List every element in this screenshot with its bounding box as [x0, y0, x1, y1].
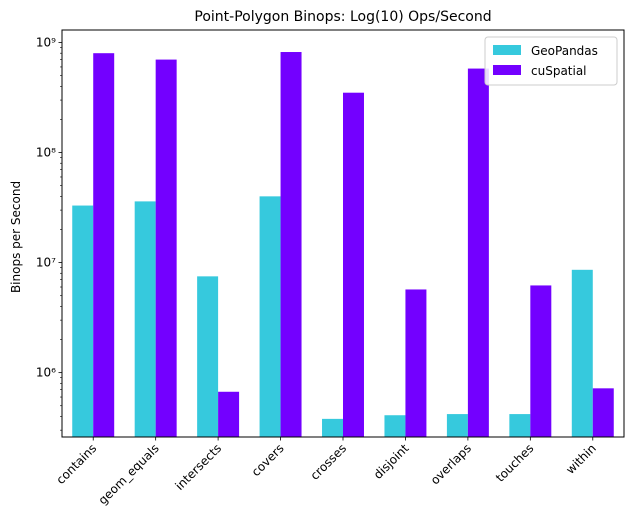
- bar-cuspatial-overlaps: [467, 68, 489, 437]
- legend-label-cuspatial: cuSpatial: [531, 64, 587, 78]
- bar-cuspatial-covers: [280, 52, 302, 438]
- bar-geopandas-crosses: [322, 418, 343, 437]
- legend-label-geopandas: GeoPandas: [531, 44, 598, 58]
- bar-cuspatial-intersects: [218, 391, 240, 437]
- x-tick-label: covers: [249, 441, 287, 479]
- bar-geopandas-within: [571, 269, 593, 437]
- bar-geopandas-disjoint: [384, 415, 406, 437]
- y-tick-label: 10⁹: [36, 36, 56, 50]
- x-tick-label: overlaps: [428, 441, 474, 487]
- bar-cuspatial-disjoint: [405, 289, 427, 437]
- x-tick-label: geom_equals: [96, 441, 162, 507]
- x-tick-label: crosses: [308, 441, 350, 483]
- bar-cuspatial-crosses: [343, 92, 364, 437]
- bar-cuspatial-within: [592, 388, 614, 437]
- x-tick-label: touches: [493, 441, 536, 484]
- chart-title: Point-Polygon Binops: Log(10) Ops/Second: [194, 9, 491, 25]
- bar-geopandas-overlaps: [446, 414, 468, 437]
- y-tick-label: 10⁸: [36, 146, 56, 160]
- bars: [72, 52, 614, 438]
- y-axis-label: Binops per Second: [9, 181, 23, 293]
- bar-geopandas-covers: [259, 196, 281, 437]
- y-axis-ticks: 10⁶ 10⁷ 10⁸ 10⁹: [36, 36, 62, 431]
- plot-frame: [61, 29, 625, 438]
- x-tick-label: within: [563, 441, 599, 477]
- bar-geopandas-touches: [509, 414, 531, 437]
- x-tick-label: disjoint: [371, 441, 412, 482]
- legend-swatch-geopandas: [493, 45, 521, 55]
- bar-geopandas-intersects: [197, 276, 219, 437]
- legend-swatch-cuspatial: [493, 65, 521, 75]
- y-tick-label: 10⁶: [36, 366, 56, 380]
- bar-cuspatial-touches: [530, 285, 552, 437]
- y-tick-label: 10⁷: [36, 256, 56, 270]
- x-tick-label: intersects: [173, 441, 225, 493]
- bar-cuspatial-contains: [93, 53, 115, 437]
- bar-cuspatial-geom-equals: [155, 59, 177, 437]
- legend: GeoPandas cuSpatial: [484, 36, 618, 86]
- x-tick-label: contains: [54, 441, 100, 487]
- bar-geopandas-geom-equals: [134, 201, 156, 437]
- bar-geopandas-contains: [72, 205, 94, 437]
